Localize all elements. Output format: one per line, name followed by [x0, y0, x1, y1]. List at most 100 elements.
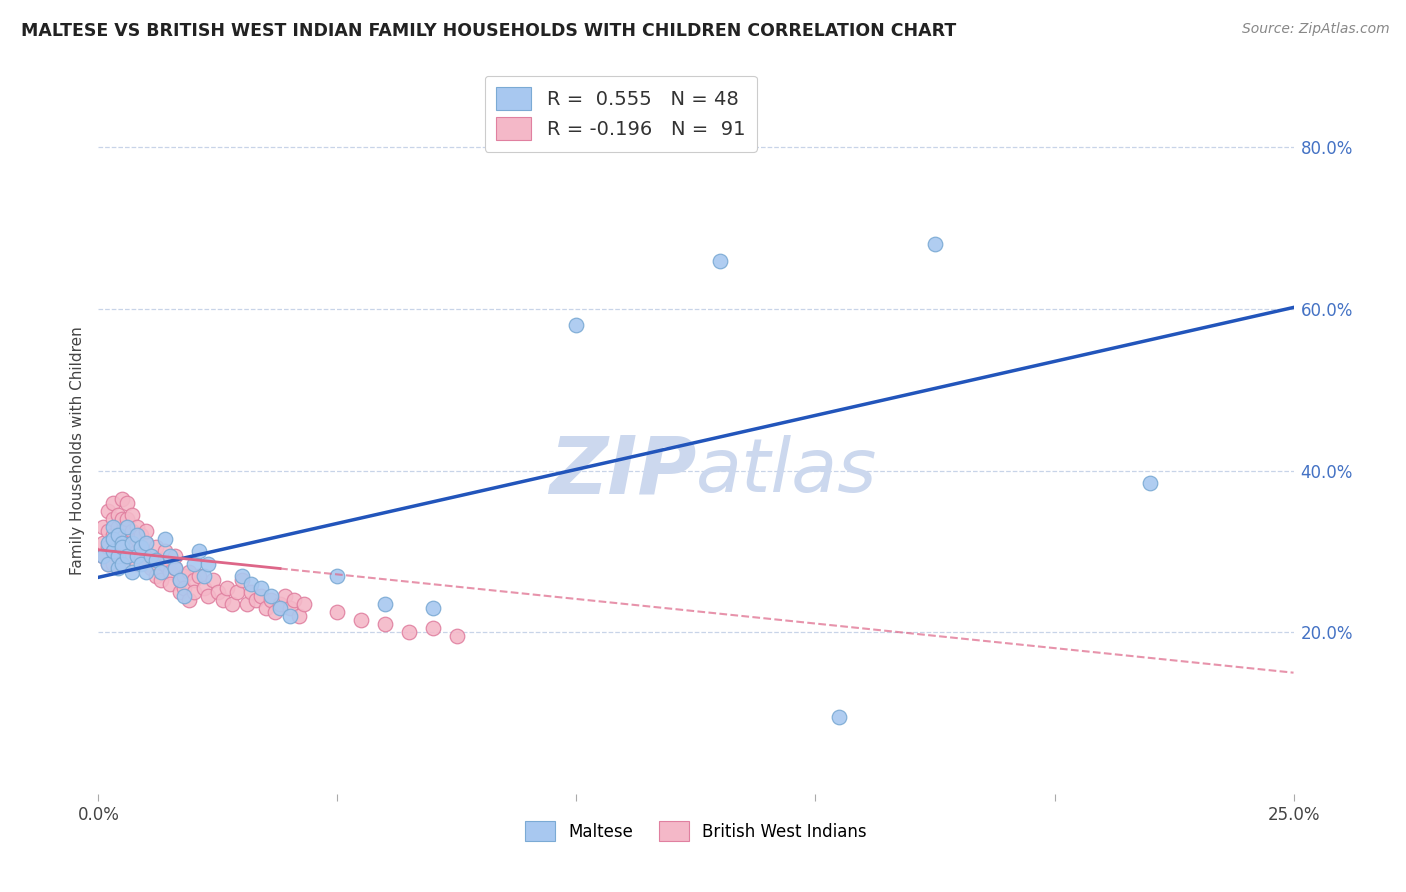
Point — [139, 560, 162, 574]
Point — [125, 557, 148, 571]
Point — [101, 533, 124, 547]
Point — [326, 605, 349, 619]
Point — [135, 565, 157, 579]
Point — [111, 544, 134, 558]
Point — [101, 544, 124, 558]
Point — [197, 589, 219, 603]
Point — [145, 552, 167, 566]
Point — [149, 565, 172, 579]
Point — [250, 581, 273, 595]
Point — [163, 549, 186, 563]
Point — [101, 520, 124, 534]
Point — [326, 568, 349, 582]
Point — [115, 520, 138, 534]
Point — [115, 549, 138, 563]
Point — [193, 581, 215, 595]
Point — [101, 512, 124, 526]
Point — [115, 512, 138, 526]
Point — [111, 524, 134, 539]
Point — [131, 541, 153, 555]
Point — [97, 524, 120, 539]
Point — [231, 573, 253, 587]
Point — [115, 496, 138, 510]
Point — [187, 544, 209, 558]
Point — [183, 573, 205, 587]
Point — [135, 524, 157, 539]
Point — [169, 585, 191, 599]
Point — [107, 520, 129, 534]
Point — [111, 491, 134, 506]
Point — [91, 536, 114, 550]
Point — [125, 533, 148, 547]
Point — [121, 536, 143, 550]
Point — [163, 560, 186, 574]
Point — [202, 573, 225, 587]
Point — [131, 549, 153, 563]
Point — [131, 557, 153, 571]
Point — [111, 541, 134, 555]
Point — [374, 617, 396, 632]
Point — [91, 520, 114, 534]
Point — [149, 552, 172, 566]
Point — [163, 560, 186, 574]
Point — [259, 589, 281, 603]
Point — [139, 549, 162, 563]
Point — [240, 585, 263, 599]
Point — [250, 589, 273, 603]
Point — [288, 609, 311, 624]
Point — [924, 237, 946, 252]
Point — [149, 573, 172, 587]
Point — [107, 549, 129, 563]
Point — [107, 549, 129, 563]
Point — [235, 597, 257, 611]
Point — [179, 593, 201, 607]
Point — [221, 597, 243, 611]
Point — [422, 621, 444, 635]
Point — [125, 520, 148, 534]
Point — [269, 597, 291, 611]
Point — [115, 533, 138, 547]
Point — [121, 524, 143, 539]
Point — [155, 544, 177, 558]
Text: MALTESE VS BRITISH WEST INDIAN FAMILY HOUSEHOLDS WITH CHILDREN CORRELATION CHART: MALTESE VS BRITISH WEST INDIAN FAMILY HO… — [21, 22, 956, 40]
Point — [135, 557, 157, 571]
Point — [446, 629, 468, 643]
Point — [207, 585, 229, 599]
Point — [115, 549, 138, 563]
Point — [278, 601, 301, 615]
Point — [145, 541, 167, 555]
Point — [101, 557, 124, 571]
Point — [374, 597, 396, 611]
Point — [1139, 475, 1161, 490]
Point — [422, 601, 444, 615]
Point — [135, 536, 157, 550]
Point — [121, 536, 143, 550]
Point — [173, 568, 195, 582]
Point — [264, 605, 287, 619]
Point — [398, 625, 420, 640]
Point — [709, 253, 731, 268]
Legend: Maltese, British West Indians: Maltese, British West Indians — [519, 814, 873, 847]
Point — [155, 533, 177, 547]
Point — [121, 565, 143, 579]
Point — [169, 573, 191, 587]
Point — [259, 593, 281, 607]
Point — [97, 536, 120, 550]
Text: atlas: atlas — [696, 435, 877, 507]
Point — [91, 549, 114, 563]
Point — [183, 557, 205, 571]
Point — [101, 544, 124, 558]
Point — [173, 589, 195, 603]
Point — [139, 549, 162, 563]
Point — [245, 593, 267, 607]
Point — [107, 533, 129, 547]
Point — [159, 576, 181, 591]
Point — [211, 593, 233, 607]
Point — [159, 565, 181, 579]
Point — [226, 585, 249, 599]
Point — [131, 541, 153, 555]
Point — [107, 560, 129, 574]
Point — [101, 496, 124, 510]
Point — [97, 557, 120, 571]
Point — [155, 557, 177, 571]
